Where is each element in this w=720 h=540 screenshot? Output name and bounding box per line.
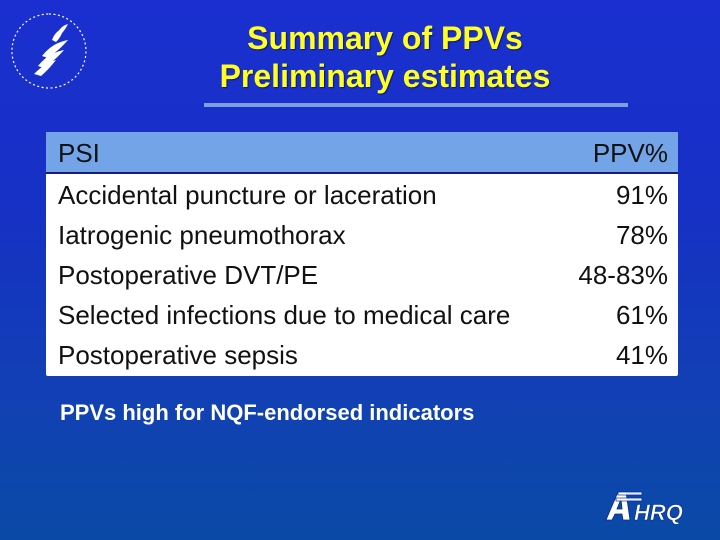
slide-subtitle: Preliminary estimates (219, 58, 551, 94)
svg-text:HRQ: HRQ (634, 500, 683, 524)
header-ppv: PPV% (592, 138, 668, 168)
row-indicator: Postoperative DVT/PE (58, 260, 319, 290)
header-psi: PSI (58, 138, 100, 168)
row-ppv: 48-83% (578, 260, 668, 290)
row-indicator: Accidental puncture or laceration (58, 180, 437, 210)
row-indicator: Iatrogenic pneumothorax (58, 220, 346, 250)
ahrq-logo-icon: HRQ (605, 491, 683, 524)
row-ppv: 41% (615, 340, 668, 370)
row-ppv: 78% (615, 220, 668, 250)
hhs-seal-icon (11, 13, 87, 89)
slide-title: Summary of PPVs (247, 20, 523, 56)
row-indicator: Selected infections due to medical care (58, 300, 511, 330)
takeaway-note: PPVs high for NQF-endorsed indicators (60, 400, 475, 425)
table-header: PSI PPV% (46, 132, 678, 174)
row-ppv: 91% (615, 180, 668, 210)
ppv-table: PSI PPV% Accidental puncture or lacerati… (46, 132, 678, 376)
title-divider (204, 103, 628, 107)
row-ppv: 61% (615, 300, 668, 330)
row-indicator: Postoperative sepsis (58, 340, 298, 370)
